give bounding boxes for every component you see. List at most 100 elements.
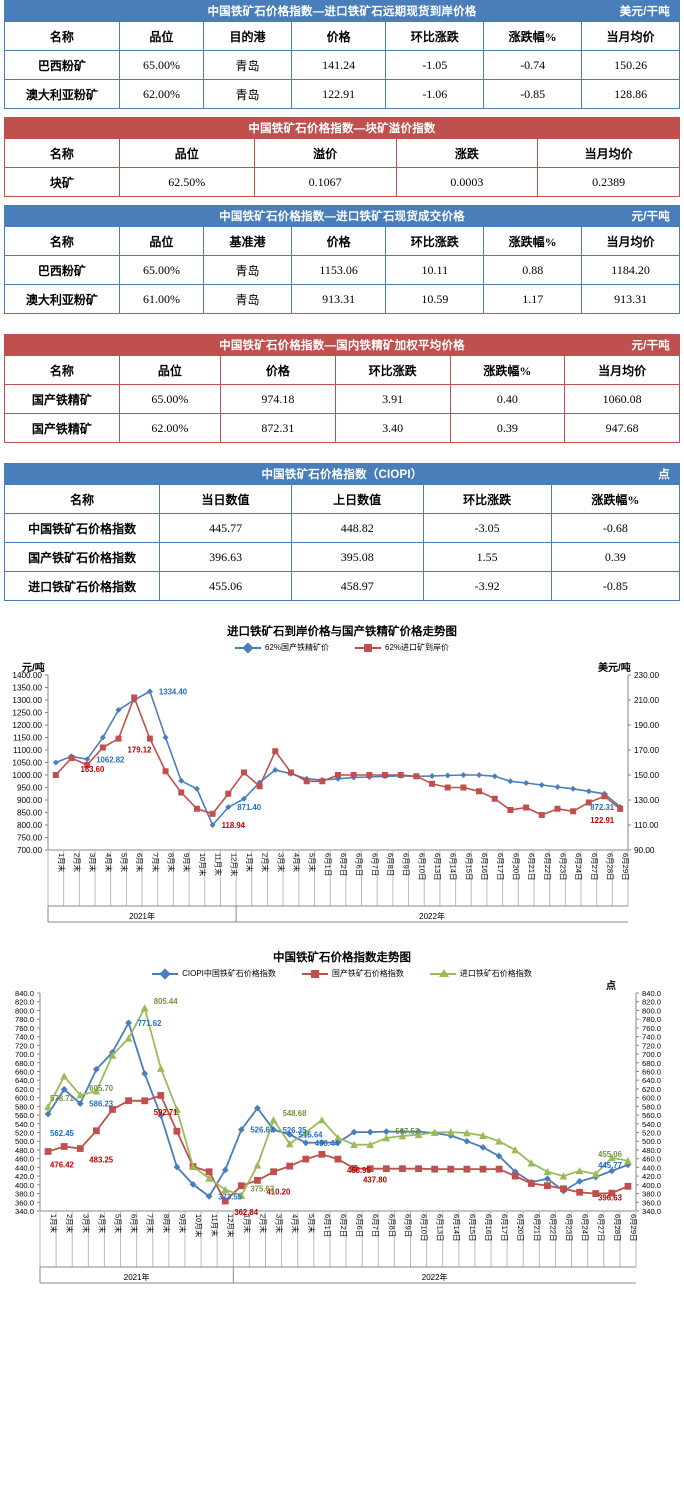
- x-tick-label: 6月20日: [516, 1214, 525, 1242]
- data-point-marker: [125, 1019, 132, 1027]
- data-point-marker: [624, 1156, 632, 1165]
- column-header: 当月均价: [564, 356, 680, 385]
- legend-label: 国产铁矿石价格指数: [331, 969, 404, 978]
- x-tick-label: 6月21日: [527, 853, 536, 881]
- table-import-spot: 中国铁矿石价格指数—进口铁矿石现货成交价格 元/干吨 名称 品位 基准港 价格 环比涨跌 涨跌…: [4, 205, 680, 314]
- data-point-marker: [162, 734, 169, 741]
- data-point-marker: [429, 773, 436, 779]
- data-point-marker: [382, 1165, 390, 1173]
- table-lump-premium-header: 中国铁矿石价格指数—块矿溢价指数: [4, 117, 680, 139]
- data-point-marker: [414, 1130, 423, 1139]
- column-header: 名称: [4, 227, 120, 256]
- data-point-marker: [538, 782, 545, 788]
- x-tick-label: 9月末: [178, 1214, 188, 1234]
- data-point-marker: [507, 807, 514, 813]
- y-tick-label: 750.00: [17, 834, 42, 843]
- y-tick-label: 1350.00: [12, 684, 42, 693]
- data-point-marker: [209, 810, 216, 817]
- column-header: 涨跌: [395, 139, 539, 168]
- table-title: 中国铁矿石价格指数—块矿溢价指数: [248, 123, 436, 135]
- data-cell: 0.0003: [395, 167, 539, 197]
- data-point-label: 476.42: [50, 1161, 75, 1170]
- data-cell: 青岛: [203, 284, 292, 314]
- data-point-marker: [382, 772, 389, 778]
- series-line: [47, 1005, 629, 1197]
- x-tick-label: 9月末: [182, 853, 192, 873]
- legend-item[interactable]: 62%国产铁精矿价: [234, 641, 329, 654]
- data-point-marker: [382, 1134, 391, 1142]
- column-header: 上日数值: [290, 485, 424, 514]
- data-point-marker: [463, 1165, 471, 1173]
- y-tick-label: 840.0: [15, 989, 34, 998]
- row-name-cell: 国产铁矿石价格指数: [3, 542, 161, 572]
- data-point-marker: [225, 804, 232, 811]
- data-cell: 872.31: [220, 413, 336, 443]
- x-tick-label: 2月末: [73, 853, 83, 873]
- data-point-marker: [140, 1004, 149, 1012]
- x-tick-label: 8月末: [162, 1214, 172, 1234]
- y-tick-label: 720.0: [15, 1041, 34, 1050]
- year-group-label: 2021年: [124, 1272, 150, 1282]
- data-point-marker: [491, 773, 498, 780]
- data-point-marker: [479, 1143, 487, 1151]
- column-header: 名称: [4, 22, 120, 51]
- data-cell: -1.06: [385, 79, 485, 109]
- table-row: 澳大利亚粉矿 61.00% 青岛 913.31 10.59 1.17 913.31: [4, 284, 680, 314]
- x-tick-label: 11月末: [210, 1214, 220, 1237]
- column-header: 环比涨跌: [334, 356, 451, 385]
- y2-tick-label: 800.0: [642, 1006, 661, 1015]
- legend-label: 62%国产铁精矿价: [264, 643, 329, 652]
- spacer: [0, 314, 684, 334]
- data-point-marker: [237, 1182, 245, 1190]
- column-header: 当月均价: [581, 22, 680, 51]
- data-point-marker: [398, 1132, 407, 1140]
- data-cell: 141.24: [290, 50, 387, 80]
- data-point-marker: [399, 1165, 406, 1173]
- x-tick-label: 5月末: [307, 1214, 317, 1234]
- data-point-marker: [592, 1190, 600, 1197]
- data-point-marker: [319, 778, 326, 785]
- x-tick-label: 6月末: [135, 853, 145, 873]
- data-point-label: 375.63: [250, 1184, 275, 1193]
- table-forward-cfr-header: 中国铁矿石价格指数—进口铁矿石远期现货到岸价格 美元/干吨: [4, 0, 680, 22]
- column-header: 名称: [4, 356, 120, 385]
- y-tick-label: 640.0: [15, 1076, 34, 1085]
- data-point-marker: [397, 772, 404, 778]
- x-tick-label: 6月15日: [464, 853, 473, 881]
- data-point-marker: [193, 805, 200, 812]
- data-point-marker: [221, 1185, 230, 1194]
- data-cell: 445.77: [159, 513, 292, 543]
- legend-item[interactable]: 国产铁矿石价格指数: [301, 968, 404, 979]
- table-unit: 美元/干吨: [619, 6, 670, 18]
- y2-tick-label: 660.0: [642, 1067, 661, 1076]
- data-point-label: 458.95: [347, 1166, 372, 1175]
- data-cell: 65.00%: [118, 384, 222, 414]
- y-tick-label: 440.0: [15, 1163, 34, 1172]
- data-cell: 458.97: [290, 571, 424, 601]
- column-header: 基准港: [203, 227, 292, 256]
- data-cell: 1.55: [422, 542, 552, 572]
- chart2-title: 中国铁矿石价格指数走势图: [273, 952, 411, 964]
- x-tick-label: 3月末: [275, 1214, 285, 1234]
- row-name-cell: 中国铁矿石价格指数: [3, 513, 161, 543]
- y2-tick-label: 400.0: [642, 1181, 661, 1190]
- table-row: 国产铁精矿 65.00% 974.18 3.91 0.40 1060.08: [4, 384, 680, 414]
- legend-item[interactable]: CIOPI中国铁矿石价格指数: [152, 967, 276, 980]
- data-cell: 3.40: [334, 413, 451, 443]
- data-point-marker: [178, 789, 185, 796]
- data-point-label: 1062.82: [96, 755, 125, 764]
- data-point-marker: [413, 773, 420, 780]
- data-cell: 3.91: [334, 384, 451, 414]
- data-point-marker: [225, 790, 232, 797]
- x-tick-label: 4月末: [291, 1214, 301, 1234]
- table-row: 中国铁矿石价格指数 445.77 448.82 -3.05 -0.68: [3, 513, 681, 543]
- x-tick-label: 2月末: [65, 1214, 75, 1234]
- legend-item[interactable]: 62%进口矿到岸价: [355, 642, 449, 653]
- legend-item[interactable]: 进口铁矿石价格指数: [429, 968, 532, 979]
- spacer: [0, 443, 684, 463]
- x-tick-label: 6月2日: [339, 853, 348, 876]
- y2-tick-label: 110.00: [634, 821, 659, 830]
- column-header: 目的港: [203, 22, 292, 51]
- data-point-marker: [205, 1192, 213, 1200]
- column-header: 价格: [220, 356, 336, 385]
